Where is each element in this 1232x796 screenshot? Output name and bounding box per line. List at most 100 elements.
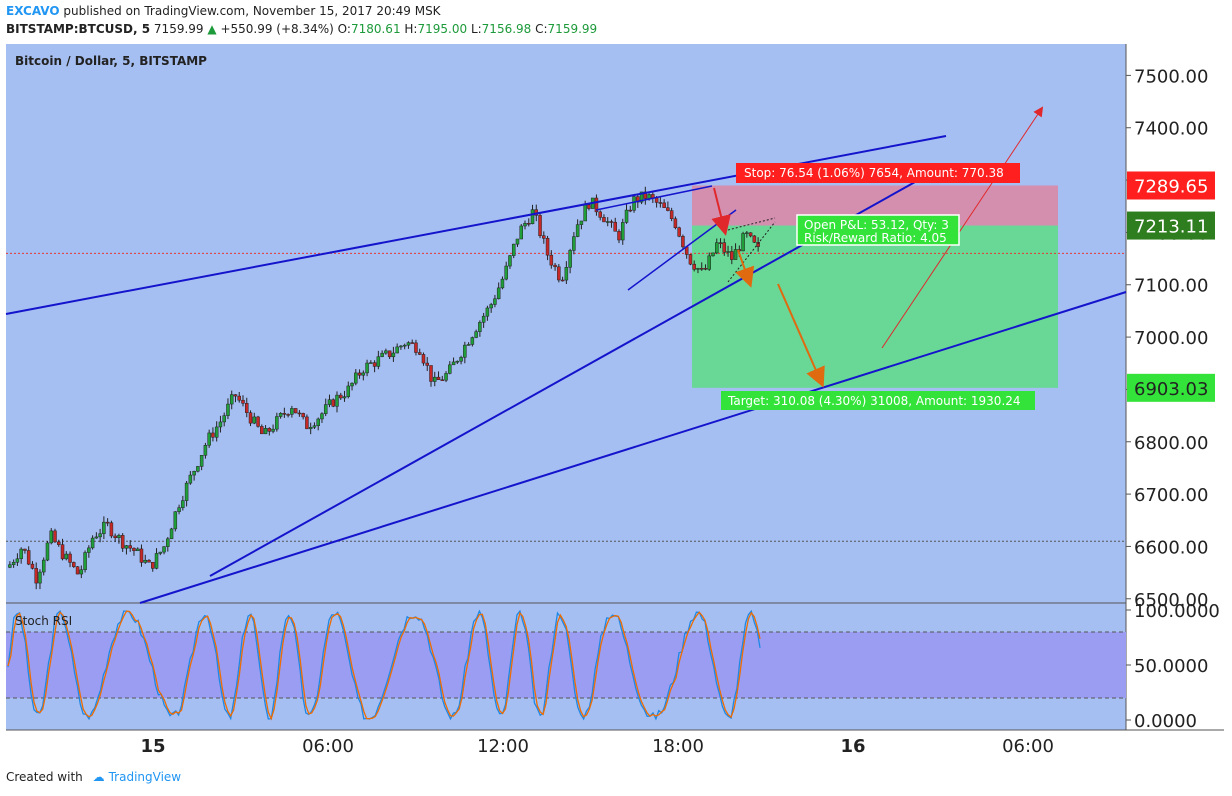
candle-body bbox=[613, 221, 617, 232]
price-change: +550.99 (+8.34%) bbox=[220, 22, 334, 36]
candle-body bbox=[38, 571, 42, 584]
lower-trendline[interactable] bbox=[139, 291, 1127, 604]
x-tick-label: 16 bbox=[840, 736, 865, 757]
candle-body bbox=[715, 242, 719, 254]
price-axis-badge[interactable] bbox=[1127, 211, 1215, 240]
candle-body bbox=[102, 521, 106, 534]
candle-body bbox=[733, 249, 738, 260]
y-tick-label: 6800.00 bbox=[1134, 433, 1208, 454]
tradingview-link[interactable]: TradingView bbox=[108, 770, 182, 784]
candle-body bbox=[605, 221, 610, 223]
tradingview-logo-icon[interactable]: ☁ bbox=[92, 770, 105, 784]
candle-body bbox=[357, 372, 362, 376]
candle-body bbox=[57, 541, 61, 545]
candle-body bbox=[500, 278, 505, 289]
candle-body bbox=[256, 416, 260, 427]
candle-body bbox=[647, 194, 651, 199]
candle-body bbox=[117, 535, 121, 538]
candle-body bbox=[748, 232, 753, 237]
candle-body bbox=[587, 204, 591, 209]
price-axis-badge[interactable] bbox=[1127, 171, 1215, 200]
candle-body bbox=[87, 547, 91, 553]
stop-label: Stop: 76.54 (1.06%) 7654, Amount: 770.38 bbox=[744, 166, 1004, 180]
candle-body bbox=[53, 530, 57, 543]
candle-body bbox=[718, 242, 723, 244]
candle-body bbox=[745, 232, 749, 235]
stop-label-box[interactable] bbox=[736, 163, 1020, 183]
candle-body bbox=[459, 357, 463, 362]
target-zone[interactable] bbox=[692, 225, 1058, 388]
candle-body bbox=[699, 268, 704, 270]
candle-body bbox=[113, 535, 117, 538]
candle-body bbox=[120, 535, 125, 549]
flag-top-line[interactable] bbox=[595, 185, 713, 211]
high-value: 7195.00 bbox=[417, 22, 468, 36]
candle-body bbox=[263, 428, 268, 435]
candle-body bbox=[617, 231, 621, 241]
pnl-box[interactable] bbox=[796, 214, 960, 246]
candle-body bbox=[406, 342, 411, 346]
candle-body bbox=[444, 373, 448, 381]
long-term-arrow[interactable] bbox=[881, 106, 1044, 349]
low-label: L: bbox=[470, 22, 482, 36]
candle-body bbox=[339, 394, 343, 399]
footer: Created with ☁ TradingView bbox=[6, 770, 181, 784]
drop-arrow-small[interactable] bbox=[735, 249, 755, 288]
candle-body bbox=[384, 350, 388, 354]
target-label-box[interactable] bbox=[721, 391, 1035, 410]
channel-support-line[interactable] bbox=[209, 181, 916, 577]
candle-body bbox=[346, 385, 351, 397]
author-name[interactable]: EXCAVO bbox=[6, 4, 60, 18]
high-label: H: bbox=[404, 22, 418, 36]
candle-body bbox=[598, 211, 602, 218]
target-arrow[interactable] bbox=[777, 283, 825, 388]
candle-body bbox=[241, 399, 245, 404]
drop-arrow-red[interactable] bbox=[711, 187, 731, 236]
candle-body bbox=[105, 521, 110, 524]
price-axis-badge[interactable] bbox=[1127, 373, 1215, 402]
candle-body bbox=[703, 268, 708, 270]
candle-body bbox=[188, 474, 193, 484]
candle-body bbox=[455, 360, 460, 363]
candle-body bbox=[572, 236, 576, 251]
y-tick-label: 6500.00 bbox=[1134, 590, 1208, 611]
candle-body bbox=[297, 412, 302, 415]
up-arrow-icon: ▲ bbox=[207, 22, 217, 36]
chart-title: Bitcoin / Dollar, 5, BITSTAMP bbox=[15, 54, 207, 68]
candle-body bbox=[538, 215, 542, 236]
candle-body bbox=[166, 538, 170, 547]
candle-body bbox=[365, 362, 369, 374]
candle-body bbox=[233, 394, 238, 397]
candle-body bbox=[632, 196, 636, 211]
candle-body bbox=[628, 209, 633, 212]
candle-body bbox=[474, 331, 478, 338]
candle-body bbox=[380, 352, 384, 357]
candle-body bbox=[481, 315, 486, 323]
candle-body bbox=[662, 202, 666, 208]
candle-body bbox=[252, 416, 257, 424]
candle-body bbox=[139, 548, 144, 563]
candle-body bbox=[154, 553, 159, 569]
candle-body bbox=[323, 404, 328, 414]
candle-body bbox=[391, 352, 396, 358]
candle-body bbox=[158, 551, 163, 554]
candle-body bbox=[293, 408, 298, 414]
candle-body bbox=[320, 413, 324, 420]
stoch-d-line bbox=[7, 610, 761, 721]
candle-body bbox=[519, 225, 523, 240]
candle-body bbox=[726, 251, 730, 253]
candle-body bbox=[226, 403, 230, 416]
candle-body bbox=[34, 568, 38, 584]
candle-body bbox=[609, 221, 614, 223]
candle-body bbox=[132, 547, 136, 552]
candle-body bbox=[436, 376, 441, 380]
x-tick-label: 12:00 bbox=[477, 736, 529, 757]
candle-body bbox=[511, 243, 516, 256]
pennant-top-dotted[interactable] bbox=[727, 217, 776, 231]
candle-body bbox=[218, 421, 223, 428]
candle-body bbox=[425, 362, 429, 366]
candle-body bbox=[229, 394, 234, 405]
candle-body bbox=[621, 222, 625, 241]
candle-body bbox=[290, 408, 294, 415]
